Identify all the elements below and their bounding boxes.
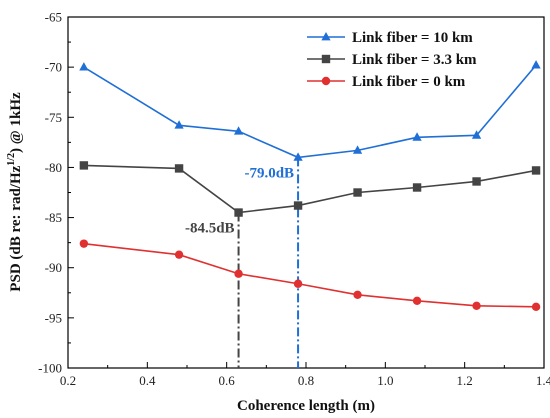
x-tick-label: 0.2 (60, 373, 76, 388)
series-3 (79, 239, 541, 312)
data-point (79, 239, 89, 248)
y-axis-title-main: PSD (dB re: rad/Hz (8, 165, 24, 291)
annotations-layer: -79.0dB -84.5dB (185, 157, 300, 368)
annotation-label: -84.5dB (185, 221, 235, 237)
x-tick-label: 1.4 (536, 373, 550, 388)
ticks-layer: 0.2 0.4 0.6 0.8 1.0 1.2 1.4 -100 -95 -90 -85 -80 -75… (38, 10, 550, 389)
y-axis-title: PSD (dB re: rad/Hz1/2) @ 1kHz (6, 92, 24, 292)
data-point (174, 120, 184, 129)
x-tick-label: 0.4 (139, 373, 156, 388)
legend-entry: Link fiber = 10 km (307, 30, 473, 46)
legend-entry: Link fiber = 3.3 km (307, 52, 477, 68)
legend-marker (321, 54, 331, 64)
y-tick-label: -100 (38, 361, 62, 376)
data-point (472, 301, 481, 311)
series-1 (79, 60, 541, 161)
legend-label: Link fiber = 0 km (352, 74, 466, 90)
data-point (79, 161, 89, 170)
legend-label: Link fiber = 3.3 km (352, 52, 477, 68)
series-line (83, 64, 537, 159)
y-axis-title-suffix: ) @ 1kHz (8, 92, 24, 153)
data-point (352, 145, 363, 154)
legend: Link fiber = 10 km Link fiber = 3.3 km Lin… (307, 30, 477, 90)
legend-label: Link fiber = 10 km (352, 30, 473, 46)
x-tick-label: 0.8 (298, 373, 314, 388)
y-tick-label: -85 (45, 210, 62, 225)
y-tick-label: -90 (45, 260, 62, 275)
data-point (412, 132, 422, 141)
data-point (531, 166, 541, 175)
y-axis-title-superscript: 1/2 (6, 153, 17, 166)
data-point (412, 296, 422, 306)
x-tick-label: 0.6 (219, 373, 236, 388)
y-tick-label: -80 (45, 160, 62, 175)
data-point (79, 62, 89, 71)
plot-area (67, 16, 545, 369)
data-point (174, 164, 184, 173)
data-point (234, 269, 243, 278)
series-layer (79, 60, 541, 312)
legend-marker (321, 76, 331, 86)
data-point (174, 250, 184, 259)
x-tick-label: 1.2 (457, 373, 473, 388)
y-tick-label: -75 (45, 110, 62, 125)
legend-marker (321, 31, 331, 41)
data-point (293, 152, 303, 161)
y-tick-label: -95 (45, 310, 62, 325)
data-point (234, 208, 243, 217)
data-point (293, 201, 303, 210)
data-point (353, 188, 362, 197)
data-point (472, 177, 481, 186)
data-point (233, 126, 244, 135)
data-point (531, 60, 541, 69)
data-point (471, 130, 482, 139)
series-2 (79, 161, 541, 217)
annotation-label: -79.0dB (244, 165, 294, 181)
series-line (83, 164, 537, 214)
data-point (531, 302, 541, 312)
y-tick-label: -70 (45, 60, 62, 75)
data-point (412, 183, 422, 192)
x-tick-label: 1.0 (377, 373, 393, 388)
x-axis-title: Coherence length (m) (237, 398, 375, 414)
data-point (353, 290, 362, 299)
y-tick-label: -65 (45, 10, 62, 25)
series-line (83, 242, 537, 308)
data-point (293, 279, 303, 288)
legend-entry: Link fiber = 0 km (307, 74, 466, 90)
